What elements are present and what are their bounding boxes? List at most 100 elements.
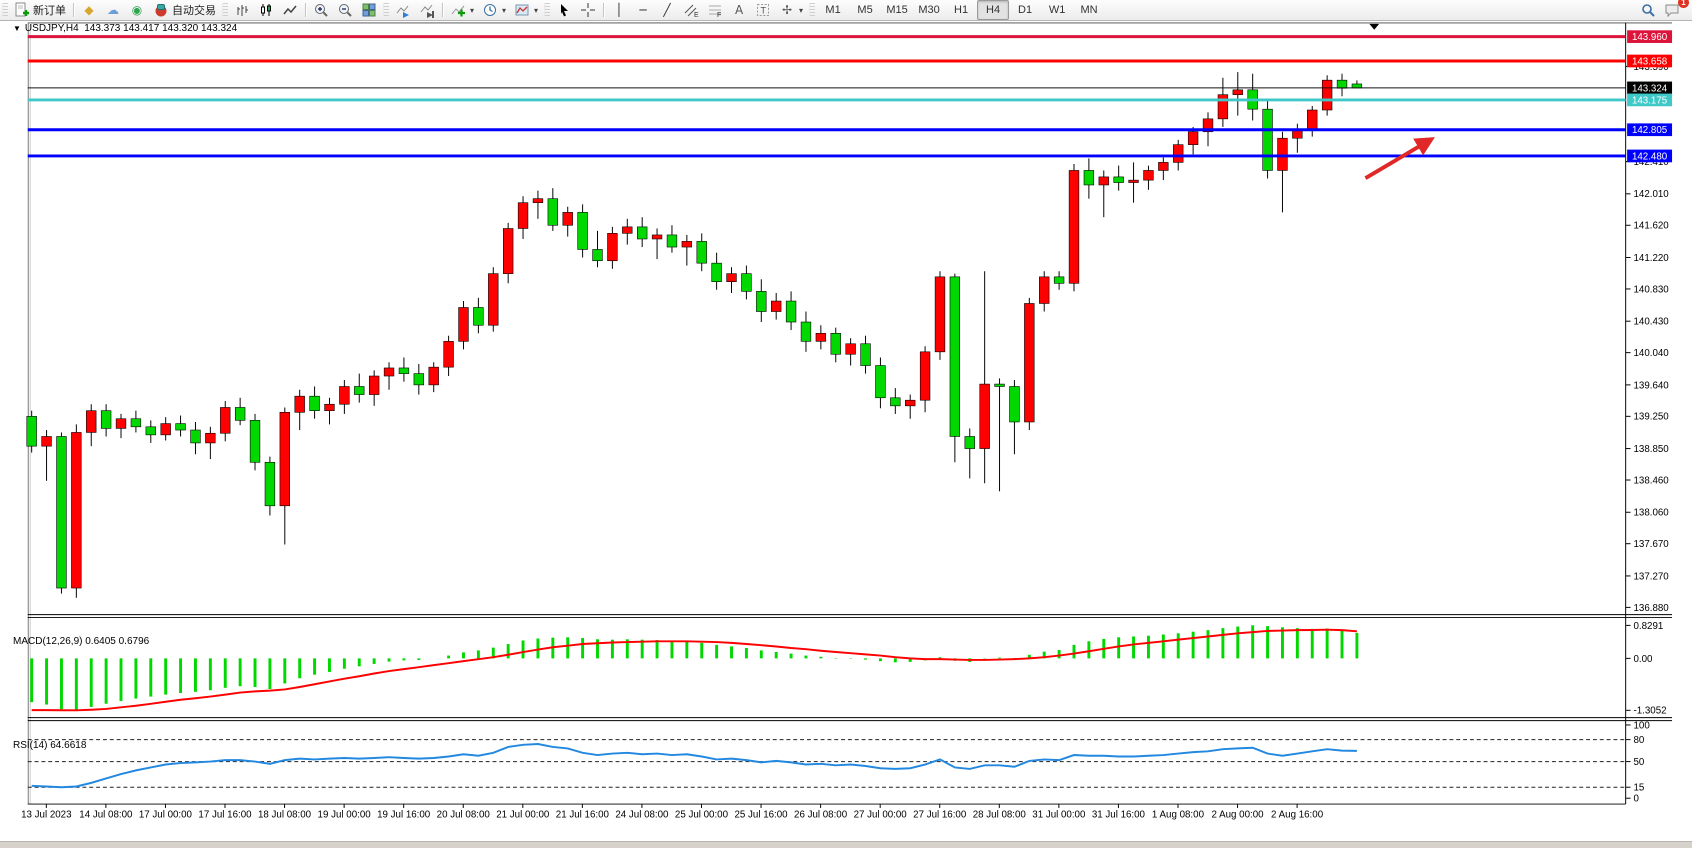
bull-candle (1187, 131, 1199, 145)
bear-candle (354, 386, 365, 395)
trendline-tool-button[interactable]: ╱ (655, 0, 679, 20)
indicators-button[interactable]: ▾ (446, 0, 478, 20)
tile-windows-button[interactable] (357, 0, 381, 20)
new-order-button[interactable]: 新订单 (10, 0, 70, 20)
bull-candle (979, 383, 990, 449)
autotrading-button[interactable]: 自动交易 (149, 0, 220, 20)
candle-chart-mode-button[interactable] (254, 0, 278, 20)
cursor-tool-button[interactable] (552, 0, 576, 20)
svg-text:50: 50 (1633, 757, 1644, 768)
arrows-tool-button[interactable]: ✢ ▾ (775, 0, 807, 20)
bear-candle (398, 367, 410, 374)
timeframe-d1-button[interactable]: D1 (1018, 4, 1033, 16)
timeframe-w1-button[interactable]: W1 (1048, 4, 1066, 16)
time-axis-label: 25 Jul 16:00 (734, 810, 788, 821)
vline-tool-button[interactable]: │ (607, 0, 631, 20)
autotrading-label: 自动交易 (172, 5, 216, 17)
bull-candle (905, 399, 916, 407)
text-tool-button[interactable]: A (727, 0, 751, 20)
bear-candle (473, 307, 484, 326)
bull-candle (815, 333, 827, 342)
bull-candle (1068, 170, 1080, 284)
text-label-tool-button[interactable]: T (751, 0, 775, 20)
time-axis-label: 17 Jul 16:00 (198, 810, 252, 821)
bear-candle (592, 249, 603, 262)
toolbar-grip[interactable] (2, 3, 8, 17)
chat-button[interactable]: 1 (1660, 0, 1689, 20)
periods-dropdown-arrow: ▾ (502, 5, 507, 15)
price-chart-canvas[interactable]: 143.590 142.410 142.010 141.620 141.220 140.8… (0, 20, 1692, 848)
bear-candle (800, 321, 812, 342)
bear-candle (130, 418, 142, 428)
bull-candle (428, 366, 439, 386)
bear-candle (636, 226, 648, 240)
channel-tool-button[interactable]: E (679, 0, 703, 20)
bull-candle (1307, 109, 1318, 131)
svg-text:143.658: 143.658 (1632, 56, 1667, 67)
vertical-line-icon: │ (615, 3, 623, 17)
crosshair-tool-button[interactable] (576, 0, 600, 20)
price-level-badge (1627, 123, 1673, 137)
line-chart-mode-button[interactable] (278, 0, 302, 20)
auto-scroll-icon (396, 5, 409, 18)
chart-shift-button[interactable] (415, 0, 439, 20)
arrows-dropdown-arrow: ▾ (799, 5, 804, 15)
bull-candle (71, 432, 82, 589)
timeframe-m5-button[interactable]: M5 (857, 4, 873, 16)
bear-candle (711, 262, 722, 282)
bar-chart-mode-button[interactable] (230, 0, 254, 20)
chart-symbol-period: USDJPY,H4 (24, 23, 79, 34)
svg-text:143.324: 143.324 (1632, 83, 1668, 94)
svg-text:E: E (694, 12, 699, 18)
timeframe-mn-button[interactable]: MN (1080, 4, 1098, 16)
templates-button[interactable]: ▾ (510, 0, 542, 20)
fibonacci-tool-button[interactable]: F (703, 0, 727, 20)
timeframe-m30-button[interactable]: M30 (918, 4, 940, 16)
timeframe-m15-button[interactable]: M15 (886, 4, 908, 16)
bull-candle (517, 202, 529, 229)
svg-text:137.670: 137.670 (1633, 539, 1669, 550)
bull-candle (1232, 89, 1243, 95)
text-icon: A (734, 3, 744, 17)
zoom-out-icon (339, 4, 352, 17)
bull-candle (1292, 129, 1303, 139)
chart-collapse-icon[interactable]: ▼ (13, 24, 21, 33)
zoom-in-button[interactable] (309, 0, 333, 20)
periods-button[interactable]: ▾ (478, 0, 510, 20)
bull-candle (86, 410, 97, 433)
bull-candle (919, 351, 931, 401)
bull-candle (1098, 176, 1109, 186)
signals-button[interactable]: ◉ (125, 0, 149, 20)
price-level-badge (1627, 30, 1673, 43)
time-axis-label: 20 Jul 08:00 (437, 810, 491, 821)
svg-text:141.220: 141.220 (1633, 253, 1669, 264)
bear-candle (26, 416, 37, 447)
timeframe-h1-button[interactable]: H1 (954, 4, 969, 16)
time-axis: 13 Jul 2023 14 Jul 08:00 17 Jul 00:00 17 Ju… (21, 804, 1324, 821)
search-button[interactable] (1636, 0, 1660, 20)
chart-ohlc-readout: 143.373 143.417 143.320 143.324 (84, 23, 238, 34)
rsi-line (31, 743, 1357, 789)
svg-text:143.960: 143.960 (1632, 32, 1668, 43)
chart-shift-icon (420, 4, 434, 18)
candlestick-chart-icon (261, 4, 271, 16)
time-axis-label: 21 Jul 00:00 (496, 810, 550, 821)
auto-scroll-button[interactable] (391, 0, 415, 20)
bull-candle (41, 436, 52, 447)
bull-candle (294, 395, 305, 413)
time-axis-label: 31 Jul 00:00 (1032, 810, 1086, 821)
timeframe-h4-button[interactable]: H4 (977, 0, 1010, 20)
svg-text:140.430: 140.430 (1633, 317, 1669, 328)
timeframe-m1-button[interactable]: M1 (825, 4, 841, 16)
market-button[interactable]: ◆ (77, 0, 101, 20)
bear-candle (785, 300, 797, 323)
bear-candle (264, 461, 276, 507)
bear-candle (1053, 276, 1065, 284)
zoom-out-button[interactable] (333, 0, 357, 20)
svg-text:142.805: 142.805 (1632, 125, 1668, 136)
chart-shift-marker (1369, 23, 1380, 30)
signals-icon: ◉ (131, 3, 143, 17)
community-button[interactable]: ☁ (101, 0, 125, 20)
price-axis: 143.590 142.410 142.010 141.620 141.220 140.8… (1625, 62, 1669, 614)
hline-tool-button[interactable]: ─ (631, 0, 655, 20)
